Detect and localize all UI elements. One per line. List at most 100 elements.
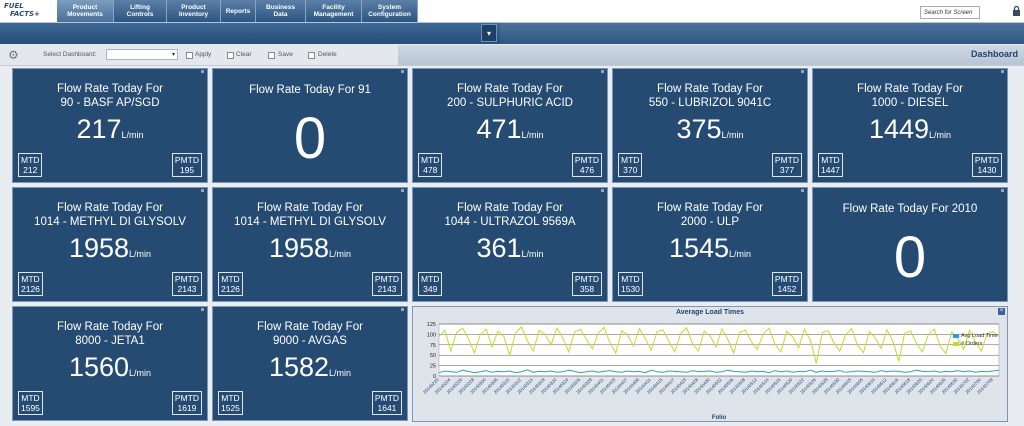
flow-rate-tile[interactable]: Flow Rate Today For 1014 - METHYL DI GLYS… bbox=[12, 187, 208, 302]
tile-value-row: 1958L/min bbox=[213, 233, 407, 269]
tile-title: Flow Rate Today For bbox=[257, 202, 363, 214]
mtd-box: MTD 212 bbox=[18, 153, 43, 177]
tile-unit: L/min bbox=[121, 130, 144, 140]
flow-rate-tile[interactable]: Flow Rate Today For 1014 - METHYL DI GLYS… bbox=[212, 187, 408, 302]
dashboard-select[interactable]: ▾ bbox=[106, 49, 178, 60]
mtd-value: 2126 bbox=[221, 284, 240, 294]
app-logo[interactable]: FUEL FACTS+ bbox=[4, 2, 40, 18]
pmtd-box: PMTD 476 bbox=[571, 153, 602, 177]
mtd-label: MTD bbox=[421, 274, 440, 284]
gear-icon[interactable]: ⚙ bbox=[8, 48, 19, 62]
mtd-value: 1530 bbox=[621, 284, 640, 294]
apply-checkbox[interactable] bbox=[186, 52, 193, 59]
mtd-box: MTD 1530 bbox=[618, 272, 643, 296]
tab-facility-management[interactable]: Facility Management bbox=[306, 0, 362, 22]
save-checkbox[interactable] bbox=[268, 52, 275, 59]
close-icon[interactable]: × bbox=[998, 308, 1005, 315]
chevron-down-icon[interactable]: ▾ bbox=[481, 24, 497, 42]
save-button[interactable]: Save bbox=[278, 51, 293, 58]
mtd-value: 349 bbox=[423, 284, 438, 294]
tile-value: 0 bbox=[293, 106, 327, 171]
flow-rate-tile[interactable]: Flow Rate Today For 91 0 bbox=[212, 68, 408, 183]
y-tick-label: 75 bbox=[430, 343, 436, 349]
tile-title: Flow Rate Today For bbox=[457, 83, 563, 95]
mtd-label: MTD bbox=[221, 274, 240, 284]
tile-title: Flow Rate Today For 91 bbox=[249, 84, 371, 96]
flow-rate-tile[interactable]: Flow Rate Today For 9000 - AVGAS 1582L/min… bbox=[212, 306, 408, 421]
tile-menu-icon[interactable] bbox=[201, 70, 204, 73]
tile-menu-icon[interactable] bbox=[401, 308, 404, 311]
legend-item: # Orders bbox=[953, 340, 1003, 348]
tab-lifting-controls[interactable]: Lifting Controls bbox=[114, 0, 167, 22]
tile-menu-icon[interactable] bbox=[201, 308, 204, 311]
delete-checkbox[interactable] bbox=[308, 52, 315, 59]
tile-product: 8000 - JETA1 bbox=[75, 335, 145, 347]
tile-title: Flow Rate Today For 2010 bbox=[842, 203, 978, 215]
lock-icon[interactable] bbox=[1012, 6, 1021, 16]
tile-unit: L/min bbox=[729, 249, 752, 259]
mtd-label: MTD bbox=[21, 155, 40, 165]
tile-menu-icon[interactable] bbox=[1001, 70, 1004, 73]
tile-value-row: 1582L/min bbox=[213, 352, 407, 388]
tile-unit: L/min bbox=[521, 130, 544, 140]
flow-rate-tile[interactable]: Flow Rate Today For 8000 - JETA1 1560L/min… bbox=[12, 306, 208, 421]
flow-rate-tile[interactable]: Flow Rate Today For 1044 - ULTRAZOL 9569A… bbox=[412, 187, 608, 302]
search-input[interactable]: Search for Screen bbox=[920, 6, 980, 19]
x-axis-label: Folio bbox=[712, 415, 727, 421]
tile-value: 1958 bbox=[268, 233, 330, 263]
series-line bbox=[438, 369, 1000, 374]
tab-business-data[interactable]: Business Data bbox=[256, 0, 306, 22]
pmtd-label: PMTD bbox=[974, 155, 999, 165]
tile-unit: L/min bbox=[329, 368, 352, 378]
tab-product-inventory[interactable]: Product Inventory bbox=[167, 0, 221, 22]
delete-button[interactable]: Delete bbox=[318, 51, 337, 58]
tile-menu-icon[interactable] bbox=[201, 189, 204, 192]
mtd-value: 370 bbox=[623, 165, 638, 175]
mtd-box: MTD 370 bbox=[618, 153, 643, 177]
plot-area bbox=[438, 323, 1000, 377]
flow-rate-tile[interactable]: Flow Rate Today For 1000 - DIESEL 1449L/mi… bbox=[812, 68, 1008, 183]
pmtd-label: PMTD bbox=[774, 274, 799, 284]
mtd-value: 212 bbox=[23, 165, 38, 175]
clear-checkbox[interactable] bbox=[227, 52, 234, 59]
tile-menu-icon[interactable] bbox=[601, 189, 604, 192]
y-tick-label: 100 bbox=[427, 332, 436, 338]
pmtd-value: 358 bbox=[579, 284, 595, 294]
tab-system-configuration[interactable]: System Configuration bbox=[362, 0, 418, 22]
mtd-label: MTD bbox=[421, 155, 440, 165]
mtd-box: MTD 1447 bbox=[818, 153, 843, 177]
pmtd-box: PMTD 2143 bbox=[171, 272, 202, 296]
flow-rate-tile[interactable]: Flow Rate Today For 2000 - ULP 1545L/min MT… bbox=[612, 187, 808, 302]
tile-product: 90 - BASF AP/SGD bbox=[60, 97, 160, 109]
tile-menu-icon[interactable] bbox=[801, 189, 804, 192]
tile-value-row: 1545L/min bbox=[613, 233, 807, 269]
tile-title: Flow Rate Today For bbox=[457, 202, 563, 214]
tile-value: 1582 bbox=[268, 352, 330, 382]
tab-reports[interactable]: Reports bbox=[221, 0, 256, 22]
flow-rate-tile[interactable]: Flow Rate Today For 200 - SULPHURIC ACID 4… bbox=[412, 68, 608, 183]
tile-product: 2000 - ULP bbox=[680, 216, 740, 228]
legend-label: # Orders bbox=[961, 341, 983, 347]
pmtd-box: PMTD 2143 bbox=[371, 272, 402, 296]
tab-product-movements[interactable]: Product Movements bbox=[57, 0, 114, 22]
chevron-down-icon: ▾ bbox=[171, 52, 175, 58]
flow-rate-tile[interactable]: Flow Rate Today For 2010 0 bbox=[812, 187, 1008, 302]
mtd-label: MTD bbox=[21, 274, 40, 284]
tile-menu-icon[interactable] bbox=[1001, 189, 1004, 192]
tile-value-row: 1958L/min bbox=[13, 233, 207, 269]
apply-button[interactable]: Apply bbox=[195, 51, 212, 58]
clear-button[interactable]: Clear bbox=[236, 51, 252, 58]
mtd-label: MTD bbox=[821, 155, 840, 165]
mtd-value: 1525 bbox=[221, 403, 240, 413]
chart-plot: 0255075100125201402202014022420140226201… bbox=[422, 322, 1000, 421]
tile-menu-icon[interactable] bbox=[401, 189, 404, 192]
pmtd-label: PMTD bbox=[374, 274, 399, 284]
flow-rate-tile[interactable]: Flow Rate Today For 90 - BASF AP/SGD 217L/… bbox=[12, 68, 208, 183]
tile-menu-icon[interactable] bbox=[401, 70, 404, 73]
tile-menu-icon[interactable] bbox=[801, 70, 804, 73]
flow-rate-tile[interactable]: Flow Rate Today For 550 - LUBRIZOL 9041C 3… bbox=[612, 68, 808, 183]
pmtd-label: PMTD bbox=[174, 155, 199, 165]
tile-menu-icon[interactable] bbox=[601, 70, 604, 73]
pmtd-value: 2143 bbox=[377, 284, 397, 294]
pmtd-value: 1641 bbox=[377, 403, 397, 413]
